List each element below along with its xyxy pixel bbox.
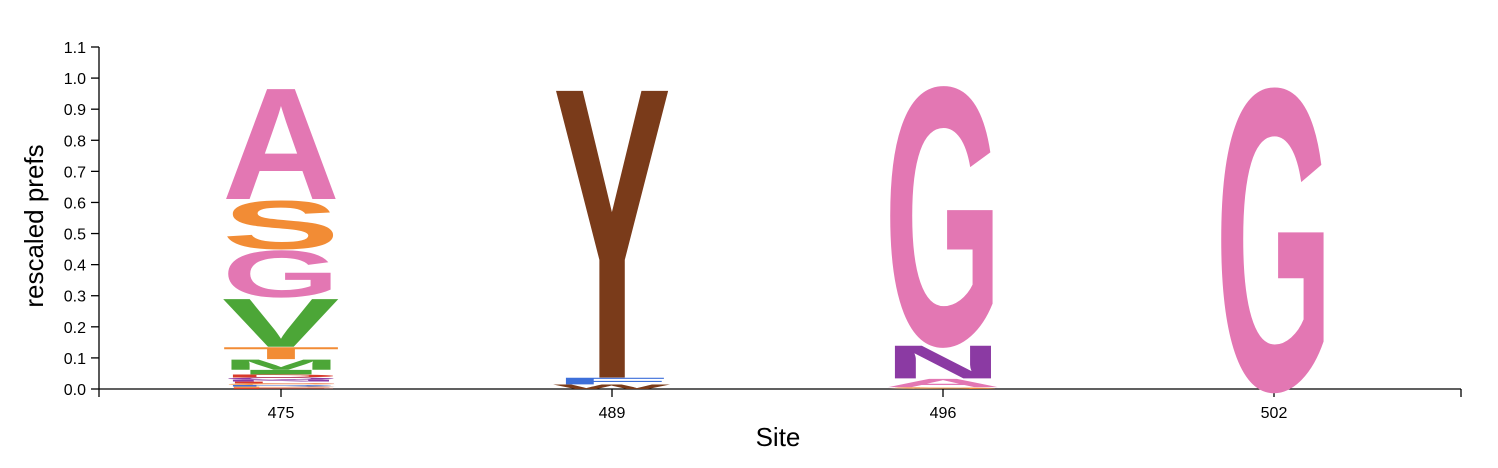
y-tick-label: 0.7	[64, 164, 86, 181]
x-tick-label: 502	[1261, 405, 1288, 422]
logo-letter-R: R	[222, 385, 340, 387]
logo-letter-I: I	[222, 369, 340, 376]
logo-letter-V: V	[222, 285, 339, 362]
y-tick-label: 1.0	[64, 71, 86, 88]
stack-site-502: G	[1215, 0, 1333, 468]
y-tick-label: 0.1	[64, 351, 86, 368]
logo-letter-S: S	[222, 187, 340, 264]
logo-letter-G: G	[1215, 0, 1333, 468]
logo-letter-D: D	[222, 374, 340, 379]
logo-letter-L: L	[222, 381, 340, 384]
y-tick-label: 1.1	[64, 40, 86, 57]
logo-letter-W: W	[553, 383, 670, 390]
y-tick-label: 0.6	[64, 195, 86, 212]
logo-letter-M: M	[222, 357, 340, 373]
stack-site-489: WFY	[553, 0, 671, 466]
y-tick-label: 0.3	[64, 289, 86, 306]
logo-letter-G: G	[222, 236, 340, 311]
logo-letter-G: G	[884, 9, 1002, 422]
x-tick-label: 489	[599, 405, 626, 422]
y-tick-label: 0.8	[64, 133, 86, 150]
logo-letter-S: S	[884, 387, 1002, 390]
logo-letter-Q: Q	[222, 377, 340, 380]
x-tick-label: 496	[930, 405, 957, 422]
logo-letter-A: A	[884, 376, 1002, 390]
x-axis-title: Site	[756, 422, 801, 452]
logo-letter-P: P	[222, 386, 340, 388]
y-tick-label: 0.0	[64, 382, 86, 399]
logo-letter-T: T	[222, 344, 340, 363]
logo-letter-A: A	[222, 56, 340, 234]
y-ticks: 0.0 0.1 0.2 0.3 0.4 0.5 0.6 0.7 0.8 0.9 1.0 1.1	[64, 40, 99, 399]
logo-letter-F: F	[553, 376, 671, 387]
logo-letter-Y: Y	[553, 0, 671, 466]
y-tick-label: 0.9	[64, 102, 86, 119]
y-tick-label: 0.5	[64, 227, 86, 244]
y-axis-title: rescaled prefs	[19, 144, 49, 307]
y-tick-label: 0.4	[64, 258, 86, 275]
x-ticks: 475 489 496 502	[268, 389, 1288, 422]
y-tick-label: 0.2	[64, 320, 86, 337]
logo-letter-E: E	[222, 387, 340, 389]
x-axis: 475 489 496 502	[98, 388, 1462, 422]
logo-letter-C: C	[222, 383, 340, 385]
logo-letter-N: N	[884, 336, 1002, 389]
y-axis: 0.0 0.1 0.2 0.3 0.4 0.5 0.6 0.7 0.8 0.9 1.0 1.1	[64, 40, 100, 399]
logo-letter-N: N	[222, 379, 340, 382]
x-tick-label: 475	[268, 405, 295, 422]
